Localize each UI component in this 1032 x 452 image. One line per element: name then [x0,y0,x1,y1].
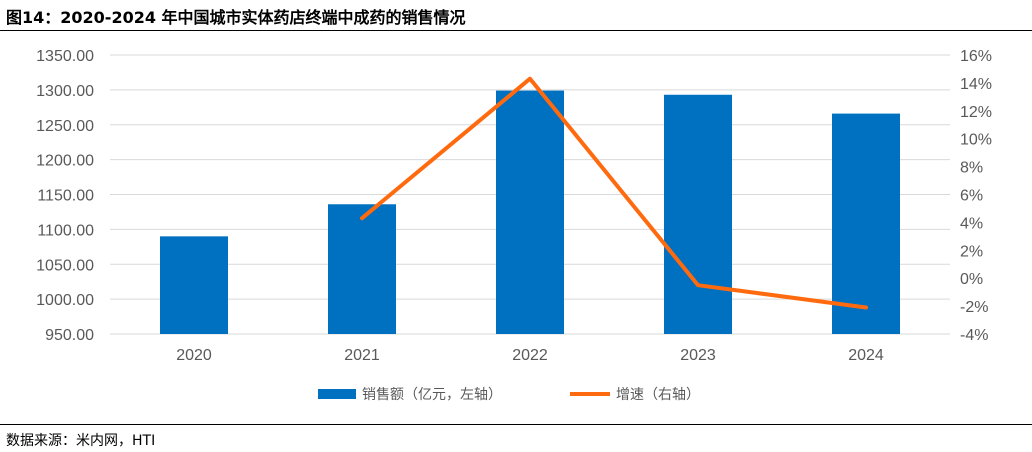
right-tick-label: 0% [960,271,983,288]
source-divider [0,424,1032,425]
right-tick-label: 14% [960,76,992,93]
x-tick-label: 2024 [848,347,884,364]
x-tick-label: 2023 [680,347,716,364]
x-tick-label: 2022 [512,347,548,364]
left-tick-label: 950.00 [45,327,94,344]
bar-2021 [328,204,396,334]
left-tick-label: 1350.00 [36,48,94,65]
legend-line-label: 增速（右轴） [616,387,700,403]
bar-2022 [496,90,564,334]
growth-point-2021 [361,217,363,219]
right-tick-label: 4% [960,215,983,232]
right-axis: -4% -2% 0% 2% 4% 6% 8% 10% 12% 14% 16% [960,48,992,344]
growth-point-2023 [697,284,699,286]
right-tick-label: 16% [960,48,992,65]
right-tick-label: 8% [960,160,983,177]
left-tick-label: 1000.00 [36,292,94,309]
x-axis: 2020 2021 2022 2023 2024 [176,347,884,364]
bar-2020 [160,236,228,334]
source-note: 数据来源：米内网，HTI [6,433,156,449]
legend-bar-label: 销售额（亿元，左轴） [362,387,502,403]
left-tick-label: 1200.00 [36,153,94,170]
right-tick-label: -4% [960,327,988,344]
left-tick-label: 1250.00 [36,118,94,135]
bar-2023 [664,94,732,334]
legend-bar-swatch [318,389,356,399]
bar-2024 [832,113,900,334]
right-tick-label: -2% [960,299,988,316]
growth-point-2024 [865,306,867,308]
left-tick-label: 1150.00 [37,188,94,205]
figure-title: 图14：2020-2024 年中国城市实体药店终端中成药的销售情况 [6,8,466,27]
growth-line [360,76,868,310]
right-tick-label: 10% [960,132,992,149]
right-tick-label: 2% [960,243,983,260]
right-tick-label: 6% [960,188,983,205]
x-tick-label: 2021 [344,347,380,364]
x-tick-label: 2020 [176,347,212,364]
legend: 销售额（亿元，左轴） 增速（右轴） [318,387,700,403]
growth-point-2022 [529,78,531,80]
left-axis: 950.00 1000.00 1050.00 1100.00 1150.00 1200.0… [36,48,94,344]
left-tick-label: 1050.00 [36,257,94,274]
left-tick-label: 1100.00 [37,222,94,239]
title-divider [0,30,1032,31]
right-tick-label: 12% [960,104,992,121]
left-tick-label: 1300.00 [36,83,94,100]
growth-polyline [360,76,868,310]
bars [160,90,900,334]
